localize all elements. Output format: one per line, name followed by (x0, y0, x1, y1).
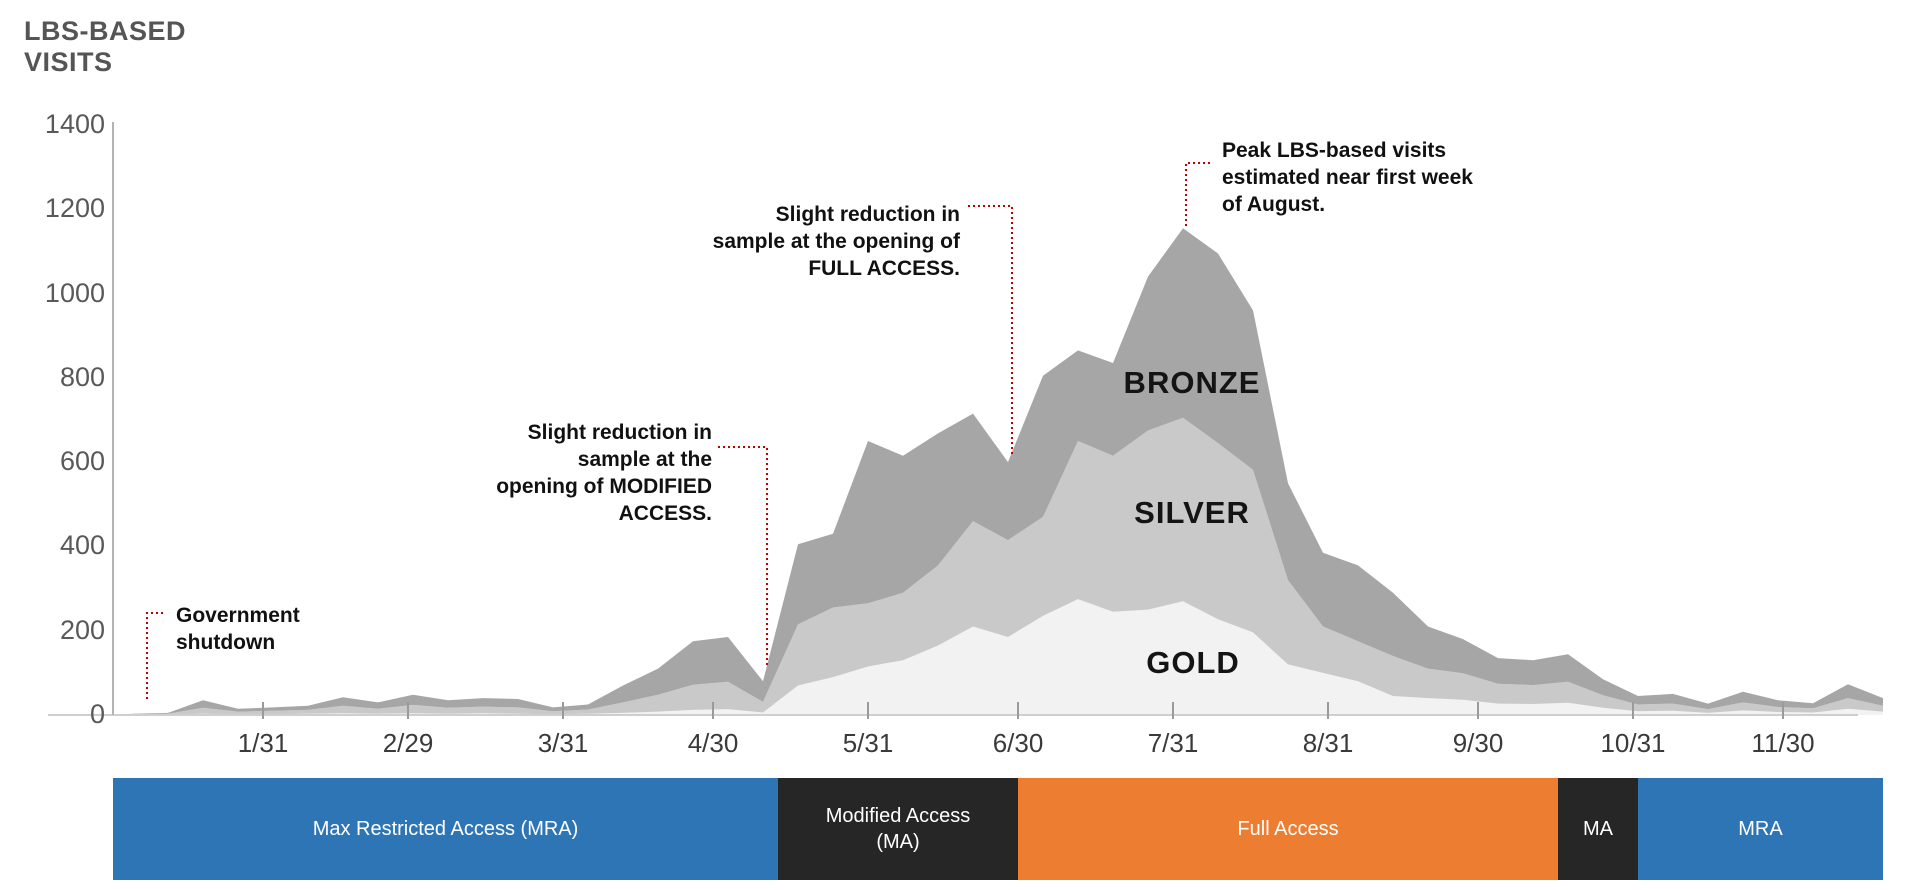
y-tick-label-1200: 1200 (44, 193, 105, 224)
access-segment-ma-1: Modified Access (MA) (778, 778, 1018, 880)
series-label-silver: SILVER (1134, 495, 1250, 530)
bar-segment-label: MRA (1738, 818, 1783, 840)
annotation-line: FULL ACCESS. (808, 257, 960, 280)
bar-segment-label: Full Access (1237, 818, 1339, 840)
stacked-areas (113, 228, 1883, 715)
access-segment-ma-2: MA (1558, 778, 1638, 880)
bar-segment-label: MA (1583, 818, 1613, 840)
annotation-line: of August. (1222, 193, 1326, 216)
x-tick-label-6-30: 6/30 (992, 728, 1044, 758)
x-tick-label-4-30: 4/30 (687, 728, 739, 758)
y-tick-label-600: 600 (59, 446, 105, 477)
access-segment-mra-1: Max Restricted Access (MRA) (113, 778, 778, 880)
annotation-line: Slight reduction in (527, 421, 712, 444)
annotation-line: Slight reduction in (775, 203, 960, 226)
y-tick-label-800: 800 (59, 361, 105, 392)
bar-segment-label: Modified Access (825, 805, 971, 827)
chart-title-line1: LBS-BASED (24, 16, 187, 46)
callout-line-peak-note (1185, 162, 1210, 227)
annotation-line: Peak LBS-based visits (1222, 139, 1447, 162)
x-tick-label-7-31: 7/31 (1147, 728, 1199, 758)
callout-line-modified-access-note (718, 446, 768, 668)
annotation-line: opening of MODIFIED (496, 475, 712, 498)
annotation-callout-lines (146, 162, 1210, 702)
callout-line-full-access-note (968, 205, 1013, 455)
annotation-line: ACCESS. (618, 502, 712, 525)
y-tick-label-1000: 1000 (44, 277, 105, 308)
annotation-line: Government (176, 604, 300, 627)
x-tick-label-1-31: 1/31 (237, 728, 289, 758)
y-tick-label-200: 200 (59, 614, 105, 645)
x-tick-label-10-31: 10/31 (1600, 728, 1666, 758)
callout-line-government-shutdown (146, 612, 163, 702)
series-label-gold: GOLD (1146, 645, 1240, 680)
area-bronze (113, 228, 1883, 715)
chart-title-line2: VISITS (24, 47, 113, 77)
y-tick-label-400: 400 (59, 530, 105, 561)
x-tick-label-5-31: 5/31 (842, 728, 894, 758)
bar-segment-label: Max Restricted Access (MRA) (312, 818, 579, 840)
y-tick-label-1400: 1400 (44, 108, 105, 139)
x-tick-label-3-31: 3/31 (537, 728, 589, 758)
annotation-full-access-note: Slight reduction in sample at the opening… (713, 201, 960, 282)
annotation-line: sample at the opening of (712, 230, 960, 253)
x-tick-label-11-30: 11/30 (1751, 728, 1815, 758)
x-tick-label-2-29: 2/29 (382, 728, 434, 758)
annotation-government-shutdown: Government shutdown (176, 602, 300, 656)
area-silver (113, 417, 1883, 715)
annotation-line: shutdown (176, 631, 276, 654)
x-tick-label-8-31: 8/31 (1302, 728, 1354, 758)
annotation-modified-access-note: Slight reduction in sample at the opening … (496, 419, 712, 527)
series-label-bronze: BRONZE (1123, 365, 1261, 400)
access-segment-mra-2: MRA (1638, 778, 1883, 880)
annotation-peak-note: Peak LBS-based visits estimated near firs… (1222, 137, 1473, 218)
area-gold (113, 599, 1883, 715)
axes (48, 122, 1858, 719)
access-segment-full: Full Access (1018, 778, 1558, 880)
chart-title: LBS-BASED VISITS (24, 16, 186, 78)
annotation-line: estimated near first week (1222, 166, 1473, 189)
bar-segment-label: (MA) (876, 831, 920, 853)
annotation-line: sample at the (577, 448, 712, 471)
y-tick-label-0: 0 (89, 699, 105, 729)
x-tick-label-9-30: 9/30 (1452, 728, 1504, 758)
